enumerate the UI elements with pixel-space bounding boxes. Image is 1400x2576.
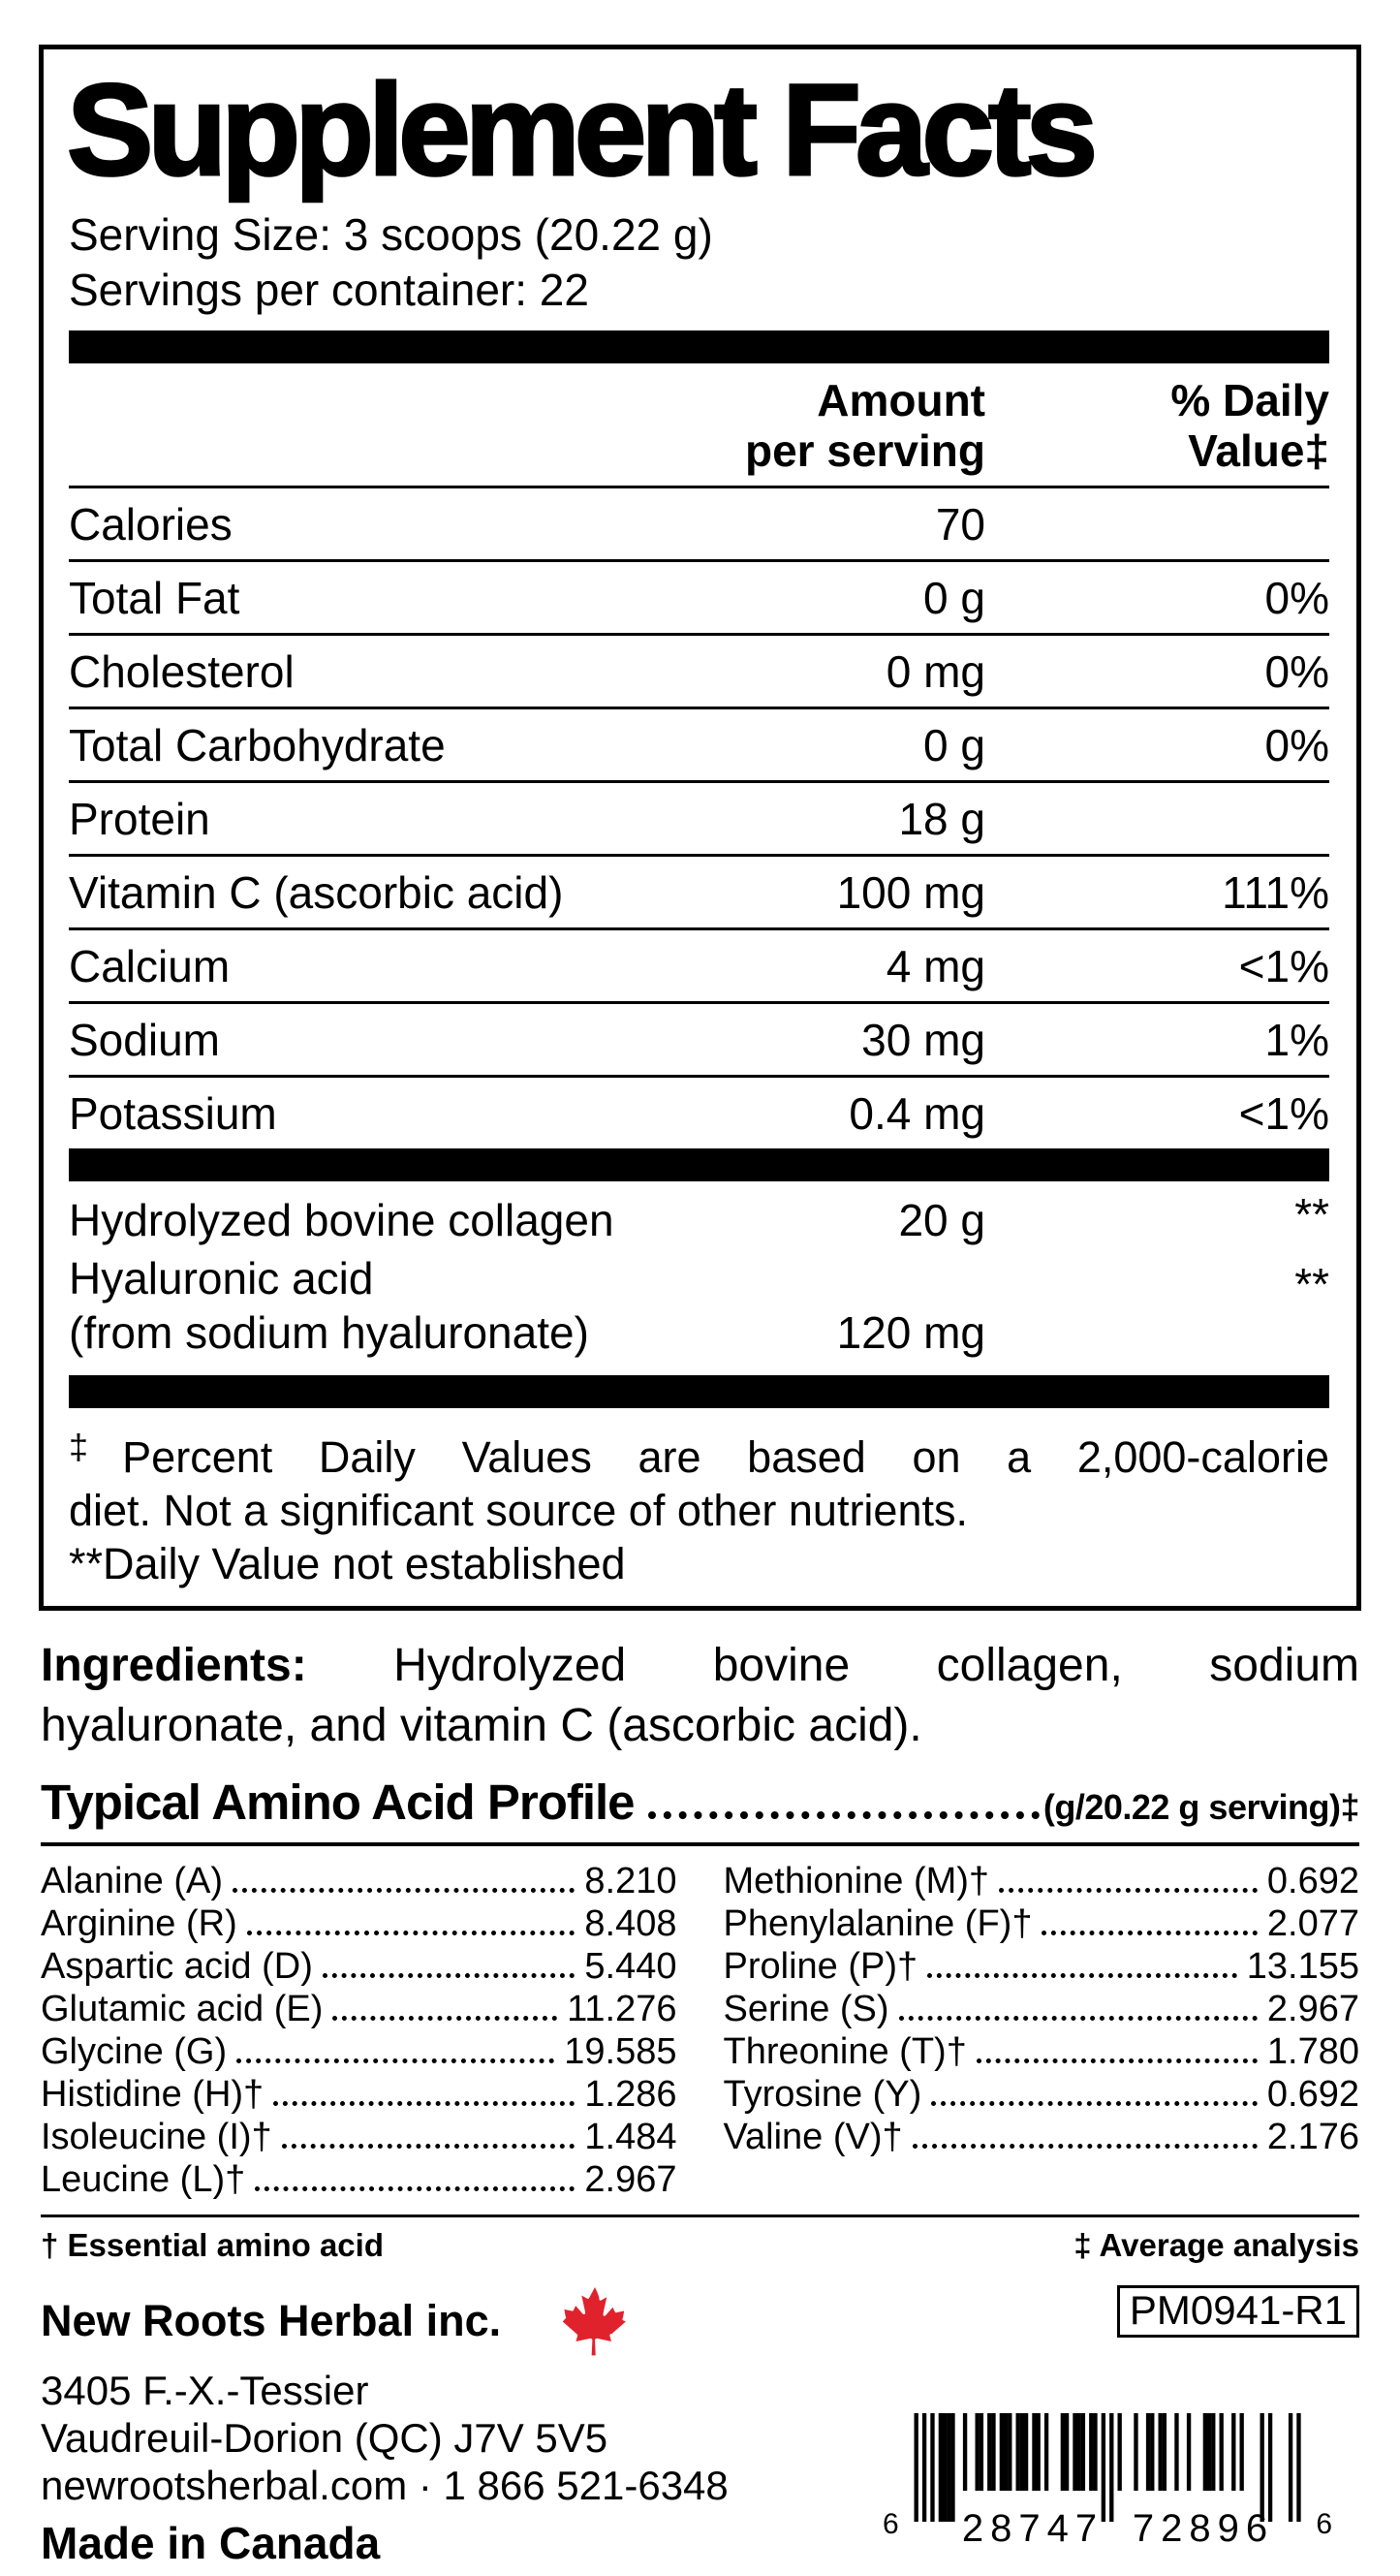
divider-thick-bar — [69, 1148, 1329, 1182]
product-code-badge: PM0941-R1 — [1116, 2285, 1359, 2339]
table-row-sodium: Sodium 30 mg 1% — [69, 1001, 1329, 1075]
amino-column-right: Methionine (M)† 0.692 Phenylalanine (F)† 2… — [724, 1860, 1360, 2201]
amino-profile-title: Typical Amino Acid Profile — [41, 1775, 636, 1831]
table-row-cholesterol: Cholesterol 0 mg 0% — [69, 633, 1329, 707]
amino-row: Histidine (H)† 1.286 — [41, 2074, 677, 2116]
supplement-label-page: Supplement Facts Serving Size: 3 scoops … — [0, 45, 1400, 2568]
company-address-street: 3405 F.-X.-Tessier — [41, 2368, 369, 2414]
amino-row: Glycine (G) 19.585 — [41, 2031, 677, 2073]
table-row-collagen: Hydrolyzed bovine collagen 20 g ** — [69, 1189, 1329, 1246]
col-header-daily-value: % Daily Value‡ — [1170, 375, 1329, 477]
barcode: 6 28747 72896 6 — [881, 2413, 1332, 2568]
panel-title: Supplement Facts — [66, 58, 1100, 203]
average-analysis-footnote: ‡ Average analysis — [1073, 2227, 1359, 2264]
nutrient-rows: Calories 70 Total Fat 0 g 0% Cholesterol… — [69, 488, 1329, 1148]
maple-leaf-icon — [561, 2285, 629, 2357]
amino-row: Leucine (L)† 2.967 — [41, 2159, 677, 2201]
table-row-protein: Protein 18 g — [69, 780, 1329, 854]
barcode-digit-right: 6 — [1316, 2508, 1332, 2541]
amino-row: Phenylalanine (F)† 2.077 — [723, 1903, 1360, 1945]
company-address-city: Vaudreuil-Dorion (QC) J7V 5V5 — [41, 2415, 608, 2462]
amino-row: Glutamic acid (E) 11.276 — [41, 1989, 677, 2030]
table-row-total-carbohydrate: Total Carbohydrate 0 g 0% — [69, 707, 1329, 780]
supplement-facts-panel: Supplement Facts Serving Size: 3 scoops … — [39, 45, 1361, 1612]
amino-row: Methionine (M)† 0.692 — [723, 1861, 1360, 1902]
divider-thick-bar — [69, 1375, 1329, 1409]
serving-size: Serving Size: 3 scoops (20.22 g) — [69, 209, 713, 261]
amino-footnotes: † Essential amino acid ‡ Average analysi… — [41, 2227, 1359, 2264]
amino-row: Alanine (A) 8.210 — [41, 1861, 677, 1902]
amino-row: Valine (V)† 2.176 — [723, 2117, 1360, 2158]
ingredients-label: Ingredients: — [41, 1640, 307, 1692]
amino-row: Isoleucine (I)† 1.484 — [41, 2117, 677, 2158]
barcode-digit-group2: 72896 — [1132, 2507, 1275, 2551]
barcode-digit-group1: 28747 — [961, 2507, 1104, 2551]
amino-row: Arginine (R) 8.408 — [41, 1903, 677, 1945]
footer-section: New Roots Herbal inc. 3405 F.-X.-Tessier… — [41, 2285, 1359, 2576]
table-row-vitamin-c: Vitamin C (ascorbic acid) 100 mg 111% — [69, 854, 1329, 927]
amino-profile-table: Alanine (A) 8.210 Arginine (R) 8.408 Aspar… — [41, 1860, 1360, 2218]
servings-per-container: Servings per container: 22 — [69, 265, 589, 316]
daily-value-footnote: ‡Percent Daily Values are based on a 2,0… — [69, 1427, 1329, 1536]
table-row-potassium: Potassium 0.4 mg <1% — [69, 1075, 1329, 1148]
amino-column-left: Alanine (A) 8.210 Arginine (R) 8.408 Aspar… — [41, 1860, 677, 2201]
amino-row: Proline (P)† 13.155 — [723, 1946, 1360, 1988]
table-header-row: Amount per serving % Daily Value‡ — [69, 363, 1329, 489]
amino-row: Serine (S) 2.967 — [723, 1989, 1360, 2030]
amino-profile-unit: (g/20.22 g serving)‡ — [1042, 1787, 1360, 1828]
table-row-total-fat: Total Fat 0 g 0% — [69, 559, 1329, 633]
barcode-digit-left: 6 — [883, 2508, 899, 2541]
table-row-calcium: Calcium 4 mg <1% — [69, 927, 1329, 1001]
divider-thick-bar — [69, 330, 1329, 364]
essential-amino-footnote: † Essential amino acid — [41, 2227, 384, 2264]
amino-profile-heading: Typical Amino Acid Profile (g/20.22 g se… — [41, 1774, 1360, 1847]
amino-row: Tyrosine (Y) 0.692 — [723, 2074, 1360, 2116]
table-row-calories: Calories 70 — [69, 499, 985, 550]
amino-row: Threonine (T)† 1.780 — [723, 2031, 1360, 2073]
company-name: New Roots Herbal inc. — [41, 2296, 502, 2346]
amino-row: Aspartic acid (D) 5.440 — [41, 1946, 677, 1988]
dot-leader — [647, 1811, 1040, 1820]
dv-not-established-footnote: **Daily Value not established — [69, 1539, 626, 1589]
table-row-hyaluronic-acid: Hyaluronic acid (from sodium hyaluronate… — [69, 1253, 1329, 1359]
col-header-amount: Amount per serving — [745, 375, 985, 477]
ingredients-paragraph: Ingredients: Hydrolyzed bovine collagen,… — [41, 1640, 1359, 1752]
